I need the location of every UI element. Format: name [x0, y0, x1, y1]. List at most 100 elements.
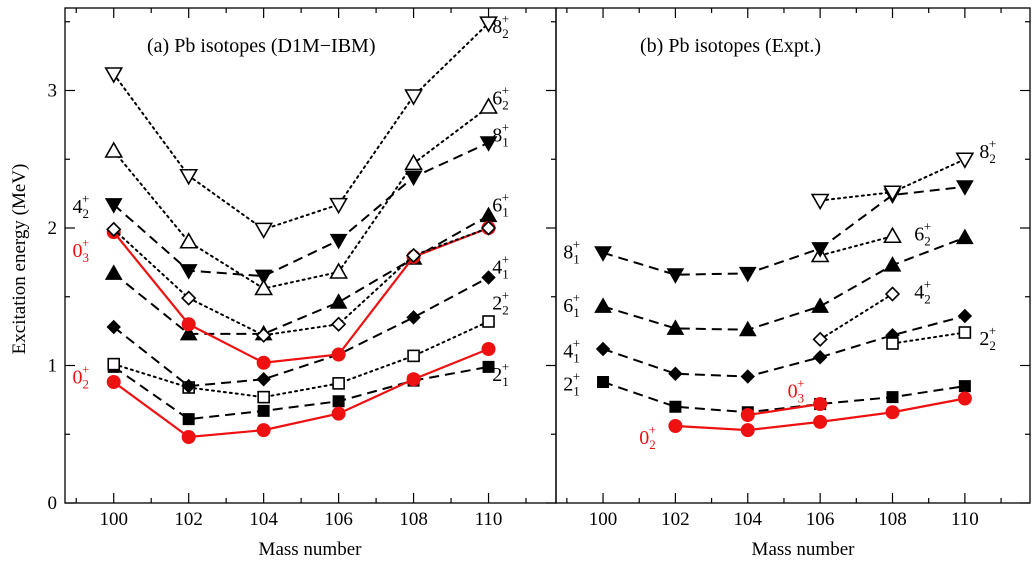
panel-a-point-4_1 [181, 378, 196, 394]
panel-a-point-0_2 [256, 423, 271, 438]
panel-a-state-label: 81+ [492, 120, 509, 150]
panel-a-point-0_2 [406, 372, 421, 387]
panel-b-state-label: 61+ [563, 290, 580, 320]
panel-a-x-tick-label: 106 [324, 509, 353, 530]
panel-b-series-line-6_2 [819, 235, 894, 257]
panel-b-point-4_1 [668, 366, 683, 381]
panel-b-point-2_1 [669, 400, 682, 413]
panel-b-series-2_1 [597, 376, 971, 419]
panel-b-series-4_2 [812, 286, 901, 348]
panel-a-point-2_1 [182, 413, 195, 426]
panel-b-point-0_2 [957, 391, 972, 406]
panel-b-point-0_3 [813, 397, 828, 411]
panel-a-point-2_2 [257, 390, 270, 404]
panel-b-x-tick-label: 104 [734, 509, 763, 530]
panel-a-series-8_2 [104, 16, 498, 239]
panel-b-point-8_1 [594, 246, 612, 262]
panel-b-point-2_2 [886, 337, 899, 350]
panel-a-point-8_1 [104, 198, 123, 214]
panel-b: 100 102 104 106 108 110 82+ 62+ 42+ 22+ 81+ 61+ 41+ 2… [555, 7, 1031, 560]
panel-a-state-label: 41+ [492, 252, 509, 282]
panel-b-point-8_1 [666, 268, 685, 284]
panel-a-point-6_2 [254, 278, 274, 296]
panel-a-series-8_1 [104, 136, 498, 286]
panel-a-state-label: 62+ [492, 82, 509, 112]
panel-a-point-2_1 [332, 395, 345, 408]
panel-a-point-4_2 [181, 290, 197, 306]
panel-a-x-tick-label: 110 [475, 509, 503, 530]
panel-b-point-2_1 [597, 376, 610, 388]
panel-a-point-2_1 [482, 360, 495, 373]
panel-a-y-tick-label: 3 [48, 81, 58, 102]
panel-a-series-line-0_2 [113, 347, 489, 439]
panel-b-point-6_1 [666, 319, 685, 335]
panel-a-point-6_2 [179, 232, 199, 249]
panel-a-point-6_2 [329, 262, 348, 279]
panel-b-state-label: 81+ [563, 236, 580, 266]
panel-b-x-axis-label: Mass number [752, 539, 856, 560]
panel-a-point-0_3 [181, 317, 196, 332]
panel-a-series-line-4_2 [112, 227, 490, 337]
panel-a-series-line-4_1 [113, 276, 490, 388]
panel-b-point-0_2 [813, 414, 828, 429]
panel-a-point-8_1 [479, 136, 498, 152]
panel-a-point-4_1 [481, 270, 496, 285]
panel-b-point-8_1 [956, 180, 974, 196]
panel-b-series-6_1 [594, 228, 974, 337]
panel-b-series-8_2 [810, 152, 975, 211]
panel-a-point-2_2 [407, 349, 420, 363]
panel-b-series-line-4_1 [602, 315, 966, 378]
panel-b-frame [555, 7, 1031, 504]
panel-a-x-axis-label: Mass number [259, 539, 363, 560]
panel-a-point-4_2 [405, 247, 422, 264]
panel-a-series-line-8_2 [112, 22, 490, 231]
panel-b-title: (b) Pb isotopes (Expt.) [640, 35, 821, 57]
panel-b-series-line-0_3 [747, 402, 821, 417]
panel-a-point-4_2 [330, 316, 347, 332]
panel-b-point-2_1 [886, 391, 899, 404]
panel-a-point-0_3 [256, 355, 271, 370]
panel-b-state-label: 62+ [914, 219, 931, 249]
panel-b-series-0_2 [668, 391, 972, 438]
panel-a: 100 102 104 106 108 110 0 1 2 3 82+ 62+ 81+ 61+ 41+ 22+… [9, 7, 557, 560]
panel-b-state-label: 21+ [563, 368, 580, 398]
panel-a-y-tick-label: 0 [48, 493, 58, 514]
panel-b-point-4_1 [957, 308, 973, 324]
panel-b-point-8_1 [738, 266, 757, 283]
panel-b-state-label: 22+ [979, 323, 996, 353]
panel-a-point-8_1 [329, 233, 348, 250]
panel-b-state-label: 82+ [979, 136, 996, 166]
panel-b-point-6_2 [883, 226, 902, 244]
panel-a-point-6_1 [179, 324, 198, 341]
panel-a-x-tick-label: 108 [399, 509, 428, 530]
panel-a-series-0_3 [106, 221, 496, 370]
panel-b-x-tick-label: 110 [951, 509, 979, 530]
panel-a-point-2_2 [482, 315, 495, 328]
panel-b-series-line-2_2 [891, 331, 966, 345]
panel-a-point-2_2 [107, 357, 121, 371]
panel-a-point-4_2 [106, 221, 122, 238]
panel-a-series-line-0_3 [112, 226, 489, 364]
panel-a-point-4_2 [256, 327, 272, 343]
panel-b-point-6_1 [738, 320, 757, 337]
panel-a-series-line-6_2 [112, 106, 490, 290]
panel-a-y-tick-label: 1 [48, 356, 58, 377]
panel-b-point-4_2 [884, 286, 901, 302]
panel-a-point-4_1 [106, 319, 121, 335]
panel-a-point-0_2 [106, 375, 121, 389]
panel-a-state-label: 21+ [492, 359, 509, 389]
panel-a-series-line-2_2 [112, 320, 490, 399]
panel-a-frame [64, 7, 557, 504]
panel-b-point-0_3 [740, 408, 755, 422]
panel-b-series-2_2 [886, 326, 972, 350]
panel-a-state-label: 82+ [492, 11, 509, 41]
panel-a-title: (a) Pb isotopes (D1M−IBM) [147, 35, 376, 57]
panel-a-y-axis-label: Excitation energy (MeV) [9, 164, 30, 355]
panel-a-point-8_2 [254, 222, 274, 239]
panel-a-point-8_2 [329, 197, 348, 215]
panel-a-point-8_2 [479, 16, 498, 33]
panel-b-series-line-6_1 [602, 236, 966, 331]
panel-a-point-0_3 [331, 347, 346, 362]
panel-b-x-tick-label: 102 [661, 509, 690, 530]
